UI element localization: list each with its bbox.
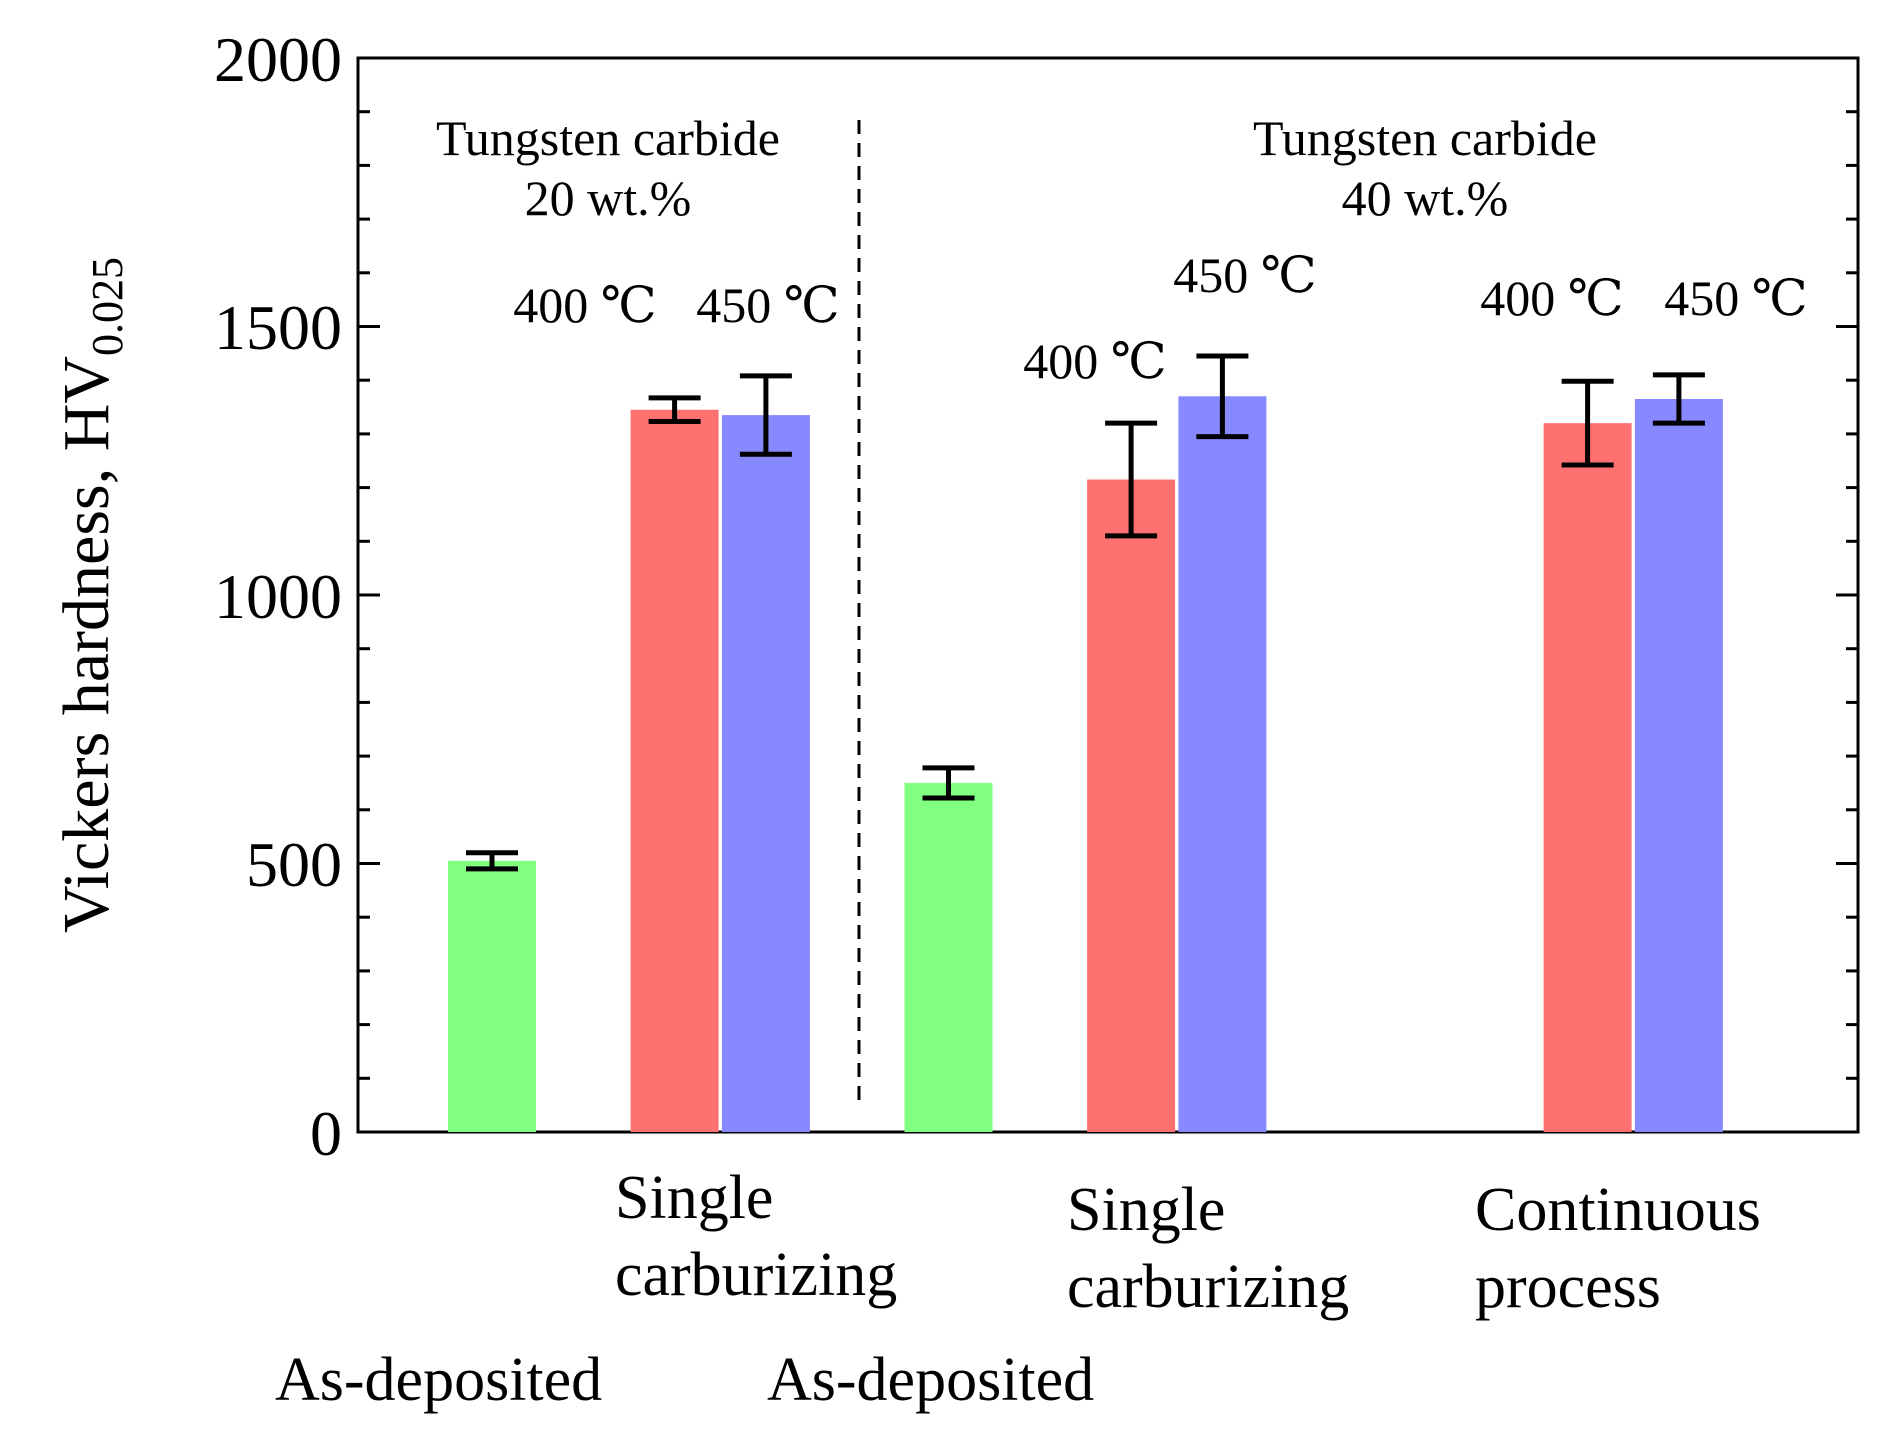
group-title-20wt-line1: Tungsten carbide xyxy=(436,110,780,166)
bar-as-deposited xyxy=(904,782,993,1132)
y-tick-label-2000: 2000 xyxy=(214,24,342,95)
bar-temperature-label: 400 ℃ xyxy=(1480,270,1623,326)
category-label-single-20-line1: Single xyxy=(615,1164,773,1232)
y-ticks xyxy=(358,110,1858,1080)
category-label-continuous-line1: Continuous xyxy=(1475,1176,1761,1244)
bar-temperature-label: 400 ℃ xyxy=(513,277,656,333)
category-label-continuous-line2: process xyxy=(1475,1253,1661,1321)
y-tick-label-1500: 1500 xyxy=(214,292,342,363)
category-label-single-40-line1: Single xyxy=(1067,1176,1225,1244)
bar-c450 xyxy=(1178,396,1267,1132)
y-axis-label-subscript: 0.025 xyxy=(83,257,132,356)
y-axis-label: Vickers hardness, HV0.025 xyxy=(50,257,132,933)
bar-c400 xyxy=(1087,479,1176,1132)
group-title-40wt-line1: Tungsten carbide xyxy=(1253,110,1597,166)
category-label-single-20-line2: carburizing xyxy=(615,1241,897,1309)
y-axis-label-main: Vickers hardness, HV xyxy=(50,356,123,933)
y-tick-label-0: 0 xyxy=(310,1098,342,1169)
bar-c450 xyxy=(1634,398,1723,1132)
bar-temperature-label: 450 ℃ xyxy=(696,277,839,333)
bar-as-deposited xyxy=(448,860,536,1132)
group-title-40wt-line2: 40 wt.% xyxy=(1342,170,1509,226)
y-tick-label-1000: 1000 xyxy=(214,561,342,632)
bar-temperature-label: 450 ℃ xyxy=(1664,270,1807,326)
group-title-20wt-line2: 20 wt.% xyxy=(525,170,692,226)
bar-temperature-label: 400 ℃ xyxy=(1023,333,1166,389)
bar-temperature-label: 450 ℃ xyxy=(1173,247,1316,303)
bar-c400 xyxy=(630,409,719,1132)
bar-c400 xyxy=(1543,423,1632,1132)
category-label-single-40-line2: carburizing xyxy=(1067,1253,1349,1321)
y-tick-label-500: 500 xyxy=(246,829,342,900)
bar-c450 xyxy=(721,415,810,1133)
category-label-as-deposited-20: As-deposited xyxy=(275,1346,602,1414)
category-label-as-deposited-40: As-deposited xyxy=(767,1346,1094,1414)
